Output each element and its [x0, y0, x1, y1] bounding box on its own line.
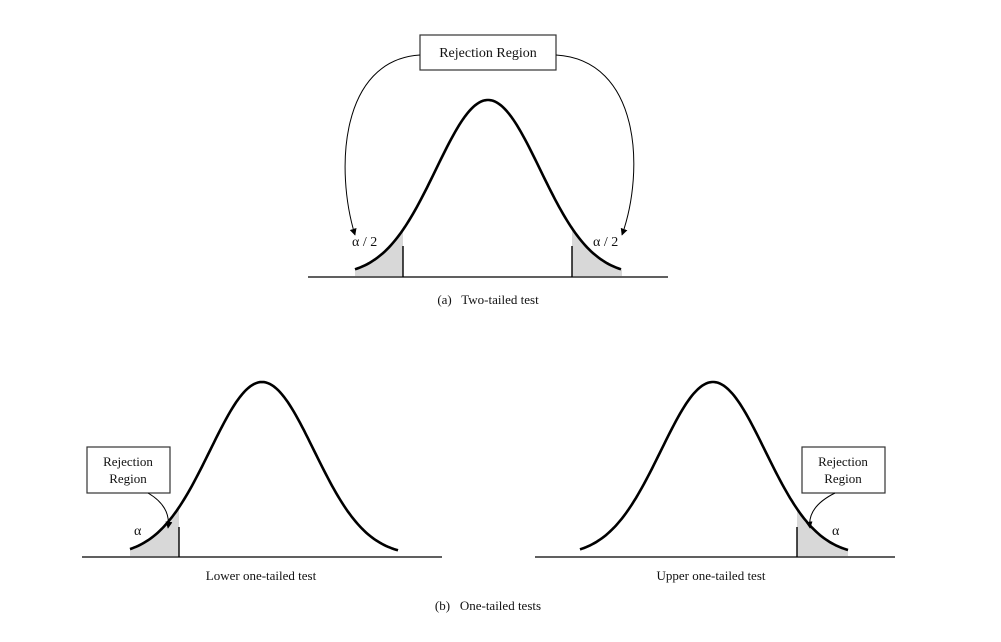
rejection-region-label: Rejection Region [439, 46, 537, 61]
panel-lower-one-tailed: Rejection Region α Lower one-tailed test [82, 380, 442, 583]
upper-one-tailed-label: Upper one-tailed test [656, 568, 765, 583]
panel-two-tailed: Rejection Region α / 2 α / 2 (a) Two-tai… [308, 34, 668, 307]
right-rejection-tail [572, 228, 622, 276]
upper-rejection-region-box [801, 446, 886, 494]
lower-alpha-label: α [134, 524, 142, 539]
two-tailed-normal-curve [354, 98, 622, 271]
upper-callout-arrow [805, 492, 836, 529]
lower-normal-curve [129, 380, 399, 552]
lower-one-tailed-label: Lower one-tailed test [206, 568, 317, 583]
upper-alpha-label: α [832, 524, 840, 539]
one-tailed-caption: (b) One-tailed tests [435, 598, 541, 613]
lower-box-label-line1: Rejection [103, 454, 153, 469]
two-tailed-caption: (a) Two-tailed test [437, 292, 539, 307]
upper-rejection-tail [797, 508, 848, 556]
left-callout-arrow [344, 54, 421, 236]
lower-callout-arrow [147, 492, 173, 529]
upper-box-label-line2: Region [824, 471, 862, 486]
rejection-region-box [419, 34, 557, 71]
right-tail-alpha-label: α / 2 [593, 235, 618, 250]
panel-upper-one-tailed: Rejection Region α Upper one-tailed test [535, 380, 895, 583]
lower-box-label-line2: Region [109, 471, 147, 486]
upper-normal-curve [579, 380, 849, 552]
right-callout-arrow [555, 54, 635, 236]
left-tail-alpha-label: α / 2 [352, 235, 377, 250]
lower-rejection-region-box [86, 446, 171, 494]
upper-box-label-line1: Rejection [818, 454, 868, 469]
